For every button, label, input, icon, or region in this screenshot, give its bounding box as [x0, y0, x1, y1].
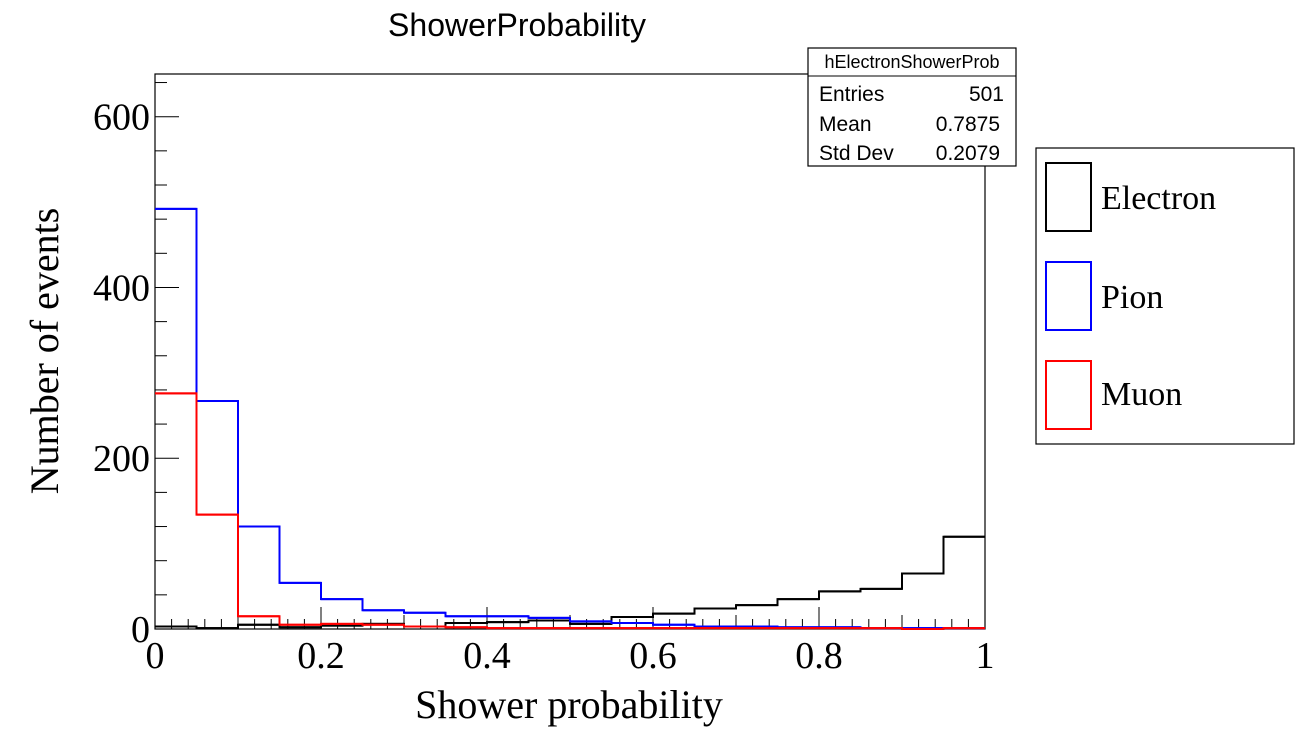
- stats-stddev-value: 0.2079: [936, 142, 1000, 165]
- x-tick-label: 1: [976, 635, 995, 677]
- stats-entries-value: 501: [969, 83, 1004, 106]
- series-line-muon: [155, 392, 985, 630]
- x-tick-label: 0.6: [629, 635, 677, 677]
- y-tick-label: 600: [93, 97, 150, 139]
- histogram-series: [155, 207, 985, 630]
- x-axis-label: Shower probability: [415, 682, 723, 727]
- y-tick-label: 200: [93, 438, 150, 480]
- stats-box-title: hElectronShowerProb: [824, 52, 999, 72]
- stats-stddev-label: Std Dev: [819, 142, 894, 165]
- legend-label-pion: Pion: [1101, 279, 1163, 316]
- stats-box: hElectronShowerProb Entries 501 Mean 0.7…: [807, 47, 1017, 167]
- chart-title: ShowerProbability: [388, 7, 646, 43]
- y-axis-ticks: 0 200 400 600: [93, 82, 179, 651]
- stats-mean-value: 0.7875: [936, 113, 1000, 136]
- x-tick-label: 0.2: [297, 635, 345, 677]
- x-axis-ticks: 0 0.2 0.4 0.6 0.8 1: [146, 607, 995, 677]
- legend-swatch-pion: [1045, 261, 1092, 331]
- y-tick-label: 400: [93, 267, 150, 309]
- x-tick-label: 0.4: [463, 635, 511, 677]
- series-line-pion: [155, 207, 985, 630]
- legend: Electron Pion Muon: [1035, 147, 1295, 445]
- legend-swatch-muon: [1045, 360, 1092, 430]
- stats-entries-label: Entries: [819, 83, 884, 106]
- x-tick-label: 0.8: [795, 635, 843, 677]
- stats-mean-label: Mean: [819, 113, 872, 136]
- legend-label-muon: Muon: [1101, 376, 1182, 413]
- legend-label-electron: Electron: [1101, 180, 1216, 217]
- y-axis-label: Number of events: [22, 208, 67, 495]
- x-tick-label: 0: [146, 635, 165, 677]
- legend-swatch-electron: [1045, 162, 1092, 232]
- y-tick-label: 0: [131, 609, 150, 651]
